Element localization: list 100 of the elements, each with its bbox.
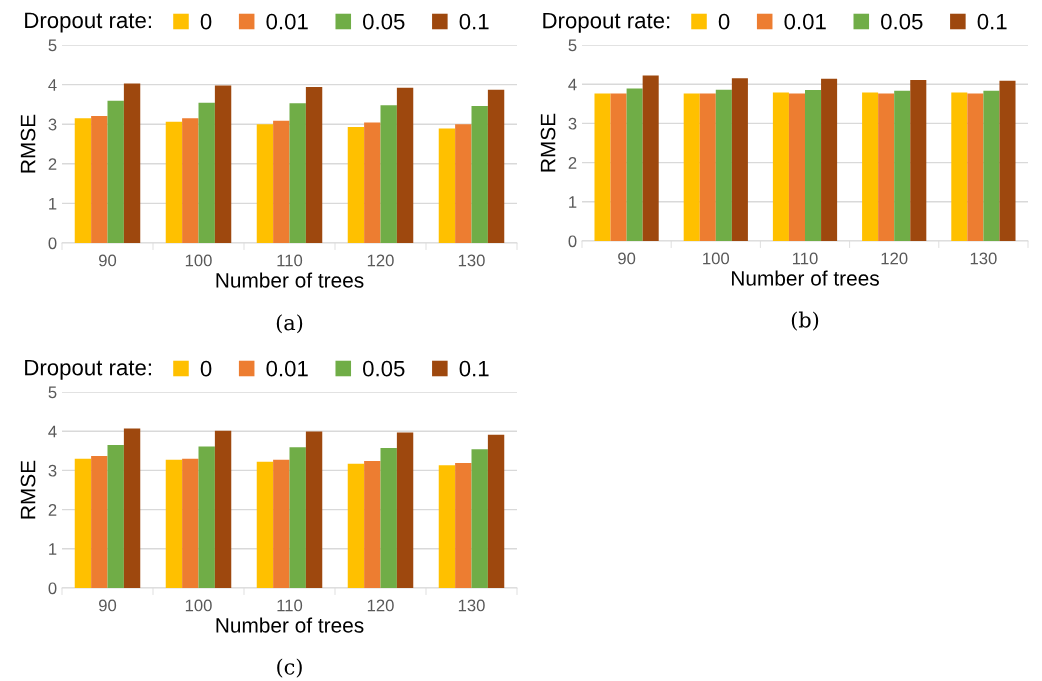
y-tick-label: 1 <box>49 197 57 210</box>
y-axis-title: RMSE <box>20 114 36 173</box>
bar <box>951 92 968 241</box>
bar <box>967 93 984 241</box>
y-tick-label: 4 <box>568 78 577 91</box>
bar <box>438 128 456 243</box>
x-tick-label: 90 <box>99 254 117 267</box>
x-tick-label: 120 <box>367 254 394 267</box>
y-tick-label: 0 <box>568 235 577 248</box>
bar <box>256 124 274 243</box>
bar <box>273 120 290 243</box>
x-tick-label: 120 <box>881 252 908 265</box>
bar <box>256 461 274 588</box>
bar <box>788 93 805 241</box>
bar <box>862 92 879 241</box>
legend-label: 0.01 <box>784 13 826 30</box>
y-tick-label: 2 <box>48 158 57 170</box>
x-tick-label: 100 <box>703 252 730 265</box>
x-tick-label: 110 <box>277 254 303 267</box>
bar <box>471 449 488 588</box>
legend-label: 0.01 <box>266 13 308 30</box>
legend-label: 0.05 <box>363 360 405 377</box>
bar <box>214 85 232 243</box>
y-tick-label: 0 <box>48 582 57 595</box>
bar <box>214 430 232 588</box>
bar <box>74 458 92 588</box>
bar <box>182 118 199 243</box>
bar <box>289 103 306 243</box>
bar <box>999 80 1016 241</box>
y-tick-label: 2 <box>568 157 577 169</box>
legend-label: 0 <box>718 13 730 30</box>
text: (c) <box>277 658 302 678</box>
y-tick-label: 5 <box>568 39 577 52</box>
bar <box>347 126 365 243</box>
x-axis-title: Number of trees <box>732 270 879 286</box>
y-tick-label: 0 <box>48 237 57 250</box>
bar <box>91 115 108 243</box>
x-tick-label: 120 <box>367 599 394 612</box>
y-tick-label: 3 <box>568 117 577 130</box>
bar <box>91 455 108 588</box>
bar <box>74 118 92 243</box>
bar <box>455 462 472 588</box>
bar <box>683 93 700 241</box>
x-tick-label: 110 <box>792 252 818 265</box>
bar <box>642 75 659 241</box>
bar <box>455 124 472 243</box>
text: (b) <box>791 311 819 331</box>
bar <box>165 459 183 588</box>
legend-title: Dropout rate: <box>543 12 670 33</box>
bar <box>715 89 732 241</box>
legend-label: 0 <box>200 13 212 30</box>
bar <box>731 78 748 241</box>
bar <box>305 86 323 243</box>
bar <box>471 105 488 243</box>
legend-label: 0.1 <box>459 360 489 377</box>
y-tick-label: 3 <box>48 118 57 131</box>
y-tick-label: 5 <box>48 39 57 52</box>
bar <box>821 78 838 241</box>
bar <box>805 90 822 241</box>
x-tick-label: 110 <box>277 599 303 612</box>
y-tick-label: 4 <box>48 425 57 438</box>
bar <box>626 88 643 241</box>
bar <box>438 465 456 588</box>
bar <box>983 90 1000 241</box>
y-tick-label: 2 <box>48 504 57 516</box>
y-tick-label: 5 <box>48 386 57 399</box>
y-axis-title: RMSE <box>540 113 556 172</box>
bar <box>699 93 716 241</box>
bar <box>107 444 124 588</box>
bar <box>165 121 183 243</box>
bar <box>396 87 414 243</box>
legend-label: 0.01 <box>266 360 308 377</box>
legend-label: 0.1 <box>977 13 1007 30</box>
x-axis-title: Number of trees <box>216 272 364 288</box>
y-tick-label: 1 <box>49 543 57 555</box>
bar <box>364 122 381 243</box>
bar <box>198 102 215 243</box>
bar <box>487 434 505 588</box>
x-tick-label: 90 <box>99 599 117 612</box>
legend-title: Dropout rate: <box>25 12 151 33</box>
x-tick-label: 90 <box>618 252 636 265</box>
bar <box>182 458 199 588</box>
bar <box>894 90 911 241</box>
bar <box>878 93 895 241</box>
bar <box>123 83 141 243</box>
x-axis-title: Number of trees <box>216 617 364 633</box>
bar <box>273 459 290 588</box>
bar <box>380 448 397 588</box>
x-tick-label: 130 <box>458 599 485 612</box>
x-tick-label: 130 <box>970 252 997 265</box>
bar <box>910 79 927 241</box>
y-tick-label: 4 <box>48 79 57 91</box>
bar <box>364 460 381 588</box>
legend-title: Dropout rate: <box>25 359 151 380</box>
y-tick-label: 1 <box>569 196 577 208</box>
bar <box>610 93 627 241</box>
text: (a) <box>276 314 303 334</box>
legend-label: 0.05 <box>881 13 923 30</box>
legend-label: 0.05 <box>363 13 405 30</box>
x-tick-label: 100 <box>185 254 212 267</box>
